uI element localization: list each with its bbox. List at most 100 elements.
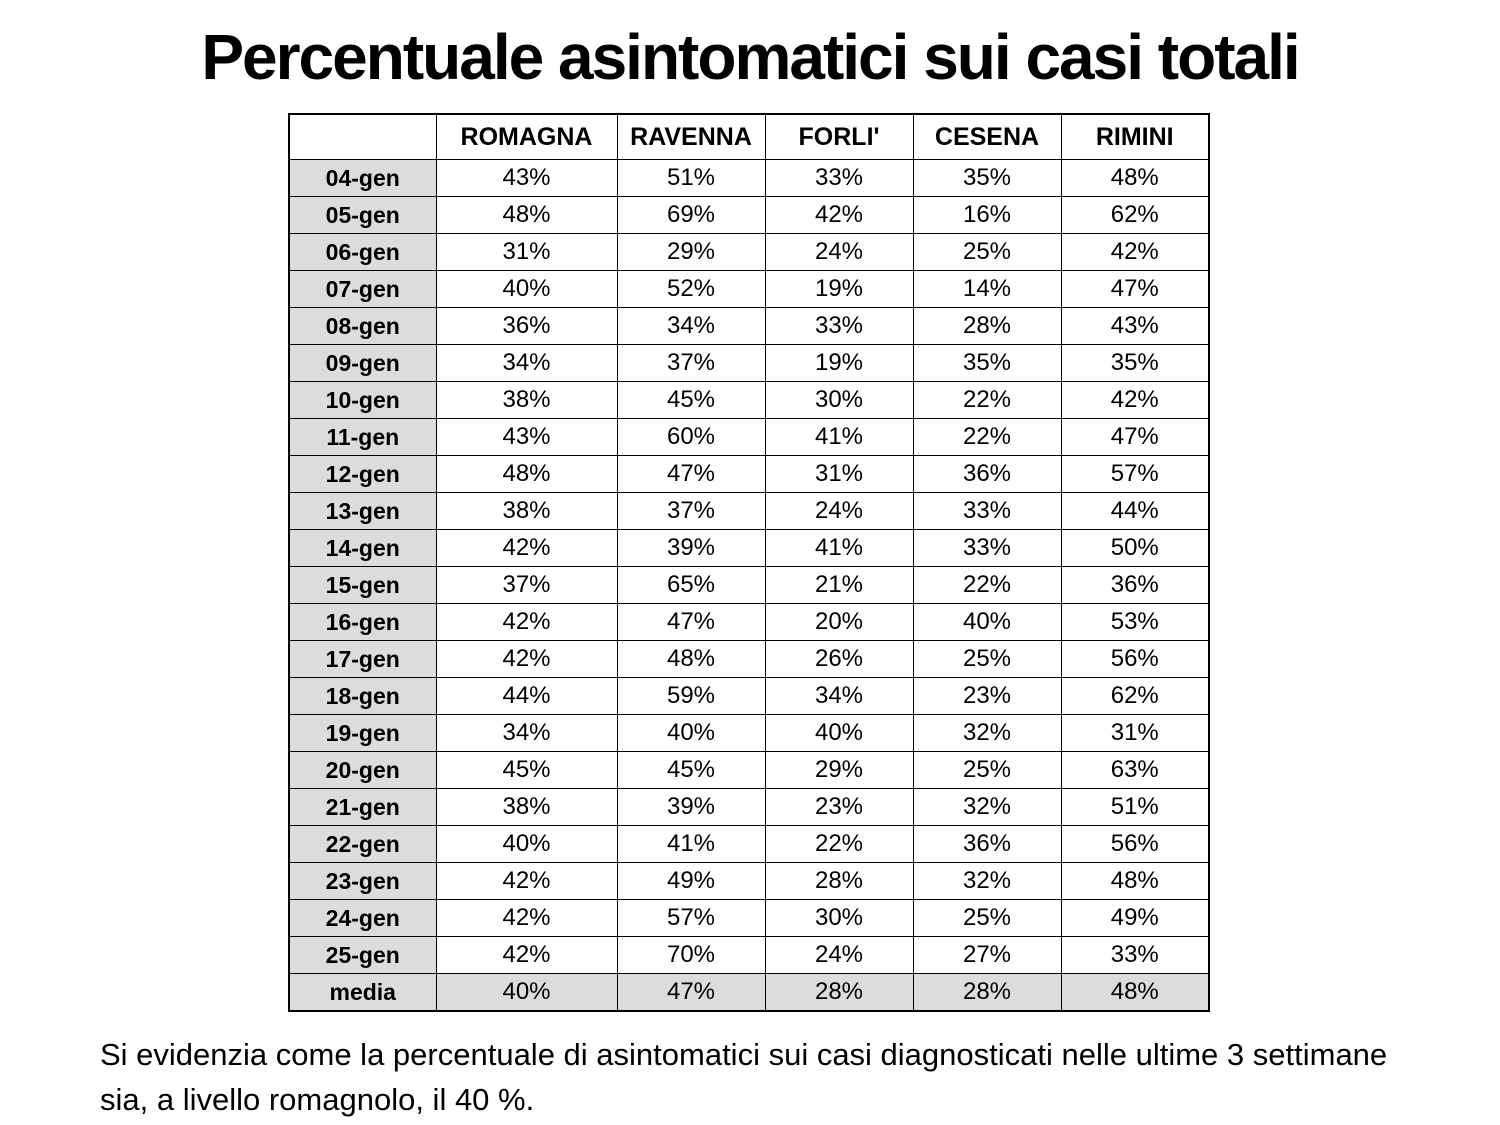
table-cell: 42% [1060,233,1210,271]
table-cell: 39% [616,529,766,567]
table-cell: 28% [764,862,914,900]
table-row: 19-gen 34% 40% 40% 32% 31% [288,714,1210,752]
table-cell: 42% [764,196,914,234]
table-row: 10-gen 38% 45% 30% 22% 42% [288,381,1210,419]
table-cell: 30% [764,381,914,419]
table-cell: 41% [764,418,914,456]
table-header: ROMAGNA RAVENNA FORLI' CESENA RIMINI [288,113,1210,160]
table-cell: 45% [616,751,766,789]
table-cell: 36% [1060,566,1210,604]
corner-cell [288,113,437,160]
row-label: 20-gen [288,751,437,789]
table-cell: 22% [764,825,914,863]
table-cell: 36% [435,307,618,345]
table-cell: 36% [912,455,1062,493]
table-cell: 40% [435,270,618,308]
row-label: 07-gen [288,270,437,308]
table-cell: 42% [435,640,618,678]
table-cell: 34% [435,714,618,752]
table-cell: 42% [435,899,618,937]
table-cell: 48% [1060,973,1210,1012]
table-row: 17-gen 42% 48% 26% 25% 56% [288,640,1210,678]
table-cell: 25% [912,751,1062,789]
table-cell: 41% [616,825,766,863]
row-label: 04-gen [288,159,437,197]
table-cell: 33% [764,159,914,197]
column-header-romagna: ROMAGNA [435,113,618,160]
table-cell: 42% [435,603,618,641]
table-cell: 19% [764,344,914,382]
table-cell: 48% [616,640,766,678]
column-header-rimini: RIMINI [1060,113,1210,160]
table-row: 16-gen 42% 47% 20% 40% 53% [288,603,1210,641]
summary-row: media 40% 47% 28% 28% 48% [288,973,1210,1012]
row-label: 19-gen [288,714,437,752]
table-cell: 25% [912,233,1062,271]
table-cell: 33% [912,492,1062,530]
table-row: 18-gen 44% 59% 34% 23% 62% [288,677,1210,715]
table-cell: 29% [764,751,914,789]
row-label: 12-gen [288,455,437,493]
table-cell: 35% [912,159,1062,197]
table-cell: 42% [435,936,618,974]
table-cell: 33% [1060,936,1210,974]
table-cell: 27% [912,936,1062,974]
table-cell: 50% [1060,529,1210,567]
table-cell: 48% [1060,159,1210,197]
table-cell: 43% [1060,307,1210,345]
table-row: 08-gen 36% 34% 33% 28% 43% [288,307,1210,345]
table-cell: 42% [435,862,618,900]
row-label: 17-gen [288,640,437,678]
table-cell: 28% [912,973,1062,1012]
table-cell: 62% [1060,196,1210,234]
table-row: 23-gen 42% 49% 28% 32% 48% [288,862,1210,900]
table-cell: 49% [1060,899,1210,937]
row-label: 13-gen [288,492,437,530]
table-cell: 25% [912,640,1062,678]
table-cell: 47% [616,603,766,641]
table-cell: 31% [1060,714,1210,752]
table-row: 09-gen 34% 37% 19% 35% 35% [288,344,1210,382]
table-cell: 44% [435,677,618,715]
table-cell: 24% [764,233,914,271]
caption: Si evidenzia come la percentuale di asin… [100,1037,1388,1117]
table-cell: 16% [912,196,1062,234]
table-cell: 41% [764,529,914,567]
table-cell: 33% [764,307,914,345]
row-label: 05-gen [288,196,437,234]
table-cell: 26% [764,640,914,678]
table-cell: 37% [616,344,766,382]
table-cell: 37% [435,566,618,604]
asymptomatic-percentage-table: ROMAGNA RAVENNA FORLI' CESENA RIMINI 04-gen 4… [288,113,1210,1012]
table-cell: 35% [912,344,1062,382]
table-row: 12-gen 48% 47% 31% 36% 57% [288,455,1210,493]
table-cell: 28% [764,973,914,1012]
table-cell: 48% [435,196,618,234]
row-label: 11-gen [288,418,437,456]
table-cell: 33% [912,529,1062,567]
page-title: Percentuale asintomatici sui casi totali [201,21,1300,93]
table-cell: 62% [1060,677,1210,715]
table-row: 15-gen 37% 65% 21% 22% 36% [288,566,1210,604]
table-cell: 40% [764,714,914,752]
table-cell: 21% [764,566,914,604]
row-label: 16-gen [288,603,437,641]
row-label: 23-gen [288,862,437,900]
column-header-forli: FORLI' [764,113,914,160]
table-cell: 32% [912,714,1062,752]
table-row: 25-gen 42% 70% 24% 27% 33% [288,936,1210,974]
table-row: 06-gen 31% 29% 24% 25% 42% [288,233,1210,271]
table-cell: 45% [616,381,766,419]
table-cell: 52% [616,270,766,308]
table-cell: 28% [912,307,1062,345]
table-cell: 60% [616,418,766,456]
row-label: 21-gen [288,788,437,826]
table-cell: 23% [764,788,914,826]
row-label: 25-gen [288,936,437,974]
table-row: 13-gen 38% 37% 24% 33% 44% [288,492,1210,530]
table-row: 14-gen 42% 39% 41% 33% 50% [288,529,1210,567]
table-cell: 39% [616,788,766,826]
table-cell: 38% [435,381,618,419]
table-cell: 59% [616,677,766,715]
column-header-cesena: CESENA [912,113,1062,160]
